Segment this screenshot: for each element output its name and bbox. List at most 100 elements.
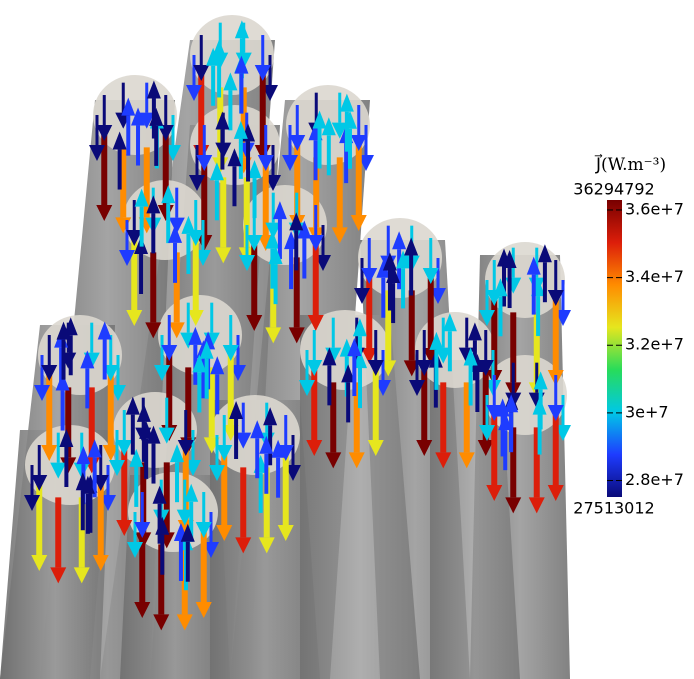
glyph-head (209, 465, 225, 481)
glyph-head (528, 497, 545, 514)
glyph-head (146, 425, 161, 444)
glyph-head (234, 20, 249, 39)
glyph-head (184, 483, 199, 502)
legend-max-label: 36294792 (573, 180, 654, 199)
glyph-head (195, 250, 211, 266)
glyph-head (235, 537, 252, 554)
glyph-head (125, 396, 140, 415)
glyph-head (297, 220, 312, 239)
glyph-head (215, 247, 232, 264)
glyph-head (257, 155, 274, 172)
glyph-head (215, 111, 230, 130)
glyph-head (203, 542, 219, 558)
glyph-head (458, 452, 475, 469)
glyph-head (289, 212, 304, 231)
glyph-head (505, 497, 522, 514)
glyph-head (526, 256, 541, 275)
glyph-head (350, 214, 367, 231)
glyph-head (146, 80, 161, 99)
glyph-head (31, 475, 48, 492)
glyph-head (187, 230, 204, 247)
glyph-head (127, 542, 143, 558)
glyph-head (102, 444, 119, 461)
glyph-head (233, 120, 248, 139)
glyph-head (299, 380, 315, 396)
glyph-head (92, 554, 109, 571)
glyph-head (430, 288, 446, 304)
glyph-head (289, 135, 306, 152)
glyph-head (161, 185, 176, 204)
glyph-head (271, 439, 286, 458)
glyph-head (216, 524, 233, 541)
glyph-head (555, 310, 571, 326)
glyph-head (116, 519, 133, 536)
glyph-head (396, 250, 411, 269)
glyph-head (63, 317, 78, 336)
color-legend: J⃗(W.m⁻³) 36294792 27513012 2.8e+7 3e+7 3.… (573, 154, 684, 518)
glyph-head (258, 537, 275, 554)
glyph-head (348, 452, 365, 469)
glyph-head (477, 360, 494, 377)
glyph-head (176, 614, 193, 631)
glyph-head (268, 246, 283, 265)
glyph-head (41, 444, 58, 461)
glyph-head (532, 396, 547, 415)
legend-title: J⃗(W.m⁻³) (595, 154, 666, 175)
glyph-head (87, 439, 102, 458)
glyph-head (76, 446, 91, 465)
glyph-head (223, 72, 238, 91)
glyph-head (504, 394, 519, 413)
glyph-head (265, 230, 280, 249)
glyph-head (259, 435, 274, 454)
glyph-head (392, 231, 407, 250)
glyph-head (177, 440, 194, 457)
glyph-head (96, 204, 113, 221)
glyph-head (235, 432, 252, 449)
glyph-head (153, 614, 170, 631)
glyph-head (367, 360, 384, 377)
glyph-head (307, 314, 324, 331)
glyph-head (121, 97, 136, 116)
glyph-head (555, 425, 571, 441)
glyph-head (168, 217, 185, 234)
cylinder (430, 360, 520, 679)
glyph-head (353, 350, 368, 369)
glyph-head (158, 427, 175, 444)
glyph-head (246, 235, 263, 252)
glyph-head (131, 107, 146, 126)
glyph-head (322, 347, 337, 366)
glyph-head (31, 554, 48, 571)
glyph-head (227, 148, 242, 167)
glyph-head (321, 117, 336, 136)
glyph-head (168, 224, 183, 243)
glyph-head (152, 485, 167, 504)
tick-label: 3.6e+7 (625, 199, 684, 218)
glyph-head (109, 460, 125, 476)
glyph-head (331, 122, 348, 139)
legend-min-label: 27513012 (573, 499, 654, 518)
glyph-head (186, 85, 202, 101)
glyph-head (361, 268, 378, 285)
glyph-head (234, 55, 249, 74)
glyph-head (498, 412, 513, 431)
glyph-head (306, 439, 323, 456)
glyph-head (312, 110, 327, 129)
glyph-head (352, 318, 367, 337)
glyph-head (126, 309, 143, 326)
glyph-head (50, 567, 67, 584)
glyph-head (80, 350, 95, 369)
glyph-head (134, 188, 149, 207)
glyph-head (134, 601, 151, 618)
glyph-head (442, 313, 457, 332)
glyph-head (73, 567, 90, 584)
glyph-head (187, 309, 204, 326)
glyph-head (212, 39, 227, 58)
glyph-head (170, 444, 185, 463)
glyph-head (375, 380, 391, 396)
glyph-head (97, 321, 112, 340)
glyph-head (382, 252, 397, 271)
glyph-head (277, 524, 294, 541)
glyph-head (339, 93, 354, 112)
glyph-head (161, 345, 178, 362)
